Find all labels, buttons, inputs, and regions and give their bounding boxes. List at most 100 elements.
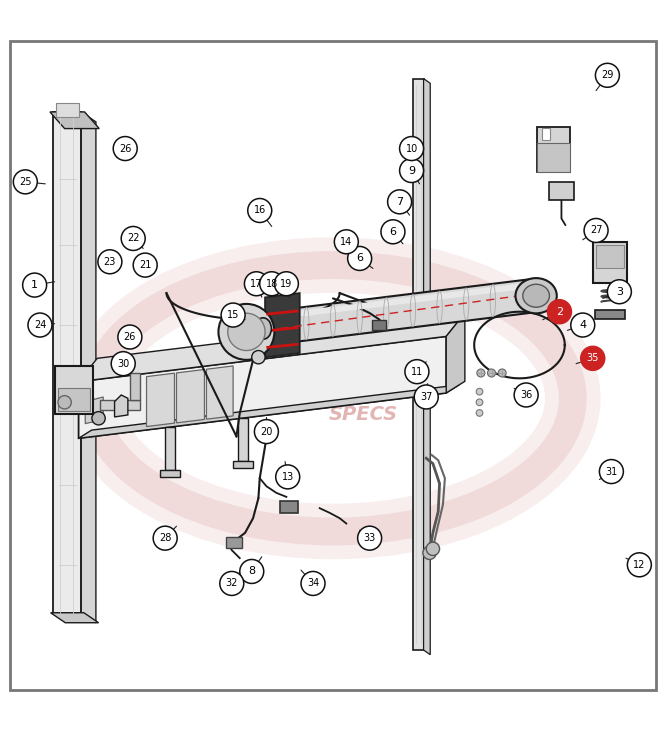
Polygon shape [280, 501, 298, 513]
Polygon shape [53, 112, 81, 612]
Circle shape [607, 280, 631, 304]
Text: 26: 26 [124, 332, 136, 342]
Circle shape [221, 303, 245, 327]
Circle shape [476, 399, 483, 406]
Polygon shape [176, 369, 204, 423]
Polygon shape [55, 366, 93, 415]
Text: 9: 9 [408, 166, 415, 175]
Text: 2: 2 [556, 307, 563, 317]
Circle shape [228, 313, 265, 350]
Circle shape [477, 369, 485, 377]
Circle shape [301, 572, 325, 596]
Circle shape [218, 304, 274, 360]
Text: 28: 28 [159, 533, 171, 543]
Circle shape [498, 369, 506, 377]
Circle shape [113, 137, 137, 161]
Text: 27: 27 [590, 226, 602, 236]
Circle shape [476, 410, 483, 416]
Text: 4: 4 [579, 320, 586, 330]
Text: 11: 11 [411, 366, 423, 377]
Text: 37: 37 [420, 392, 432, 402]
Polygon shape [596, 245, 624, 269]
Polygon shape [413, 79, 424, 650]
FancyBboxPatch shape [542, 128, 550, 140]
Circle shape [627, 553, 651, 577]
Polygon shape [51, 612, 99, 623]
Circle shape [240, 559, 264, 583]
Circle shape [133, 253, 157, 277]
Text: 1: 1 [31, 280, 38, 290]
Ellipse shape [523, 284, 549, 307]
Circle shape [220, 572, 244, 596]
Polygon shape [50, 112, 99, 128]
Circle shape [348, 247, 372, 270]
FancyBboxPatch shape [56, 103, 79, 118]
Circle shape [358, 526, 382, 550]
Polygon shape [79, 385, 460, 438]
Ellipse shape [515, 278, 557, 313]
Polygon shape [206, 366, 233, 419]
Circle shape [254, 420, 278, 444]
Text: 19: 19 [280, 279, 292, 289]
Circle shape [13, 170, 37, 194]
Text: 14: 14 [340, 237, 352, 247]
Polygon shape [100, 399, 140, 410]
Polygon shape [595, 310, 625, 319]
Polygon shape [446, 313, 465, 393]
Circle shape [111, 352, 135, 376]
Polygon shape [79, 313, 465, 382]
Text: 6: 6 [390, 227, 396, 237]
Circle shape [381, 220, 405, 244]
Circle shape [274, 272, 298, 296]
FancyBboxPatch shape [226, 537, 242, 548]
Text: 35: 35 [587, 353, 599, 364]
Polygon shape [233, 461, 253, 468]
Circle shape [581, 346, 605, 370]
Circle shape [400, 137, 424, 161]
Text: 17: 17 [250, 279, 262, 289]
Circle shape [98, 250, 122, 274]
Circle shape [92, 412, 105, 425]
Circle shape [244, 272, 268, 296]
Polygon shape [266, 282, 533, 321]
Circle shape [488, 369, 496, 377]
Text: 36: 36 [520, 390, 532, 400]
Text: 23: 23 [104, 257, 116, 266]
Polygon shape [165, 427, 175, 470]
Text: 8: 8 [248, 566, 255, 577]
Polygon shape [537, 126, 570, 172]
Polygon shape [266, 279, 533, 345]
Circle shape [414, 385, 438, 409]
Text: 3: 3 [616, 287, 623, 296]
Polygon shape [130, 373, 140, 399]
Circle shape [58, 396, 71, 409]
Text: 20: 20 [260, 426, 272, 437]
Circle shape [514, 383, 538, 407]
Polygon shape [238, 418, 248, 461]
Circle shape [28, 313, 52, 337]
Text: 30: 30 [117, 358, 129, 369]
Text: 15: 15 [227, 310, 239, 320]
Circle shape [405, 360, 429, 384]
Circle shape [595, 64, 619, 88]
Polygon shape [265, 293, 300, 358]
Text: SPECS: SPECS [328, 405, 398, 424]
Circle shape [547, 300, 571, 323]
Text: 34: 34 [307, 578, 319, 588]
Circle shape [248, 199, 272, 223]
Text: 13: 13 [282, 472, 294, 482]
Text: 33: 33 [364, 533, 376, 543]
Polygon shape [79, 337, 446, 438]
FancyBboxPatch shape [10, 41, 656, 690]
Text: 32: 32 [226, 578, 238, 588]
Polygon shape [81, 112, 96, 623]
Text: 7: 7 [396, 197, 403, 207]
Text: 21: 21 [139, 260, 151, 270]
Text: 6: 6 [356, 253, 363, 264]
Text: 10: 10 [406, 144, 418, 153]
Circle shape [476, 388, 483, 395]
Circle shape [388, 190, 412, 214]
Text: 16: 16 [254, 205, 266, 215]
Text: 25: 25 [19, 177, 31, 187]
Circle shape [121, 226, 145, 250]
